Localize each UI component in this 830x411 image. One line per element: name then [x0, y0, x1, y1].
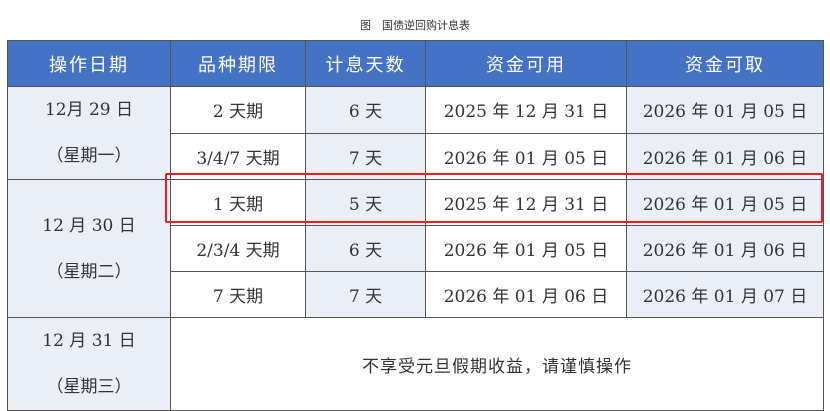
available-cell: 2026 年 01 月 05 日: [425, 132, 627, 180]
table-row: 3/4/7 天期 7 天 2026 年 01 月 05 日 2026 年 01 …: [8, 132, 824, 180]
table-row: 12 月 31 日 （星期三） 不享受元旦假期收益，请谨慎操作: [7, 317, 824, 411]
term-cell: 2/3/4 天期: [170, 225, 306, 272]
header-cell: 资金可用: [425, 40, 627, 87]
available-cell: 2026 年 01 月 05 日: [425, 225, 627, 272]
days-cell: 5 天: [305, 179, 426, 226]
table-row: 2/3/4 天期 6 天 2026 年 01 月 05 日 2026 年 01 …: [8, 225, 824, 272]
withdrawable-cell: 2026 年 01 月 05 日: [626, 86, 824, 134]
table-row: 7 天期 7 天 2026 年 01 月 06 日 2026 年 01 月 07…: [8, 271, 824, 318]
repo-interest-table: 操作日期 品种期限 计息天数 资金可用 资金可取 12月 29 日 （星期一） 2…: [7, 40, 824, 411]
table-row: 12 月 30 日 （星期二） 1 天期 5 天 2025 年 12 月 31 日…: [7, 179, 824, 318]
term-cell: 2 天期: [170, 86, 306, 134]
header-cell: 操作日期: [7, 40, 171, 87]
available-cell: 2026 年 01 月 06 日: [425, 271, 627, 318]
warning-note: 不享受元旦假期收益，请谨慎操作: [170, 317, 824, 411]
date-text: 12 月 30 日: [42, 215, 136, 236]
withdrawable-cell: 2026 年 01 月 06 日: [626, 132, 824, 180]
header-row: 操作日期 品种期限 计息天数 资金可用 资金可取: [7, 40, 824, 87]
header-cell: 资金可取: [626, 40, 824, 87]
weekday-text: （星期一）: [46, 146, 132, 166]
days-cell: 7 天: [305, 132, 426, 180]
term-cell: 3/4/7 天期: [170, 132, 306, 180]
operation-date-cell: 12月 29 日 （星期一）: [7, 86, 171, 180]
available-cell: 2025 年 12 月 31 日: [425, 86, 627, 134]
operation-date-cell: 12 月 30 日 （星期二）: [7, 179, 171, 318]
withdrawable-cell: 2026 年 01 月 07 日: [626, 271, 824, 318]
withdrawable-cell: 2026 年 01 月 06 日: [626, 225, 824, 272]
header-cell: 品种期限: [170, 40, 306, 87]
days-cell: 7 天: [305, 271, 426, 318]
date-text: 12 月 31 日: [42, 331, 136, 351]
days-cell: 6 天: [305, 225, 426, 272]
available-cell: 2025 年 12 月 31 日: [425, 179, 627, 226]
table-caption: 图 国债逆回购计息表: [360, 19, 470, 32]
weekday-text: （星期三）: [46, 377, 132, 397]
table-row: 12月 29 日（星期一） 2 天期 6 天 2025 年 12 月 31 日 …: [7, 86, 824, 180]
term-cell: 1 天期: [170, 179, 306, 226]
date-text: 12月 29 日: [44, 100, 134, 120]
weekday-text: （星期二）: [46, 261, 132, 282]
term-cell: 7 天期: [170, 271, 306, 318]
operation-date-cell: 12 月 31 日 （星期三）: [7, 317, 171, 411]
withdrawable-cell: 2026 年 01 月 05 日: [626, 179, 824, 226]
days-cell: 6 天: [305, 86, 426, 134]
header-cell: 计息天数: [305, 40, 426, 87]
